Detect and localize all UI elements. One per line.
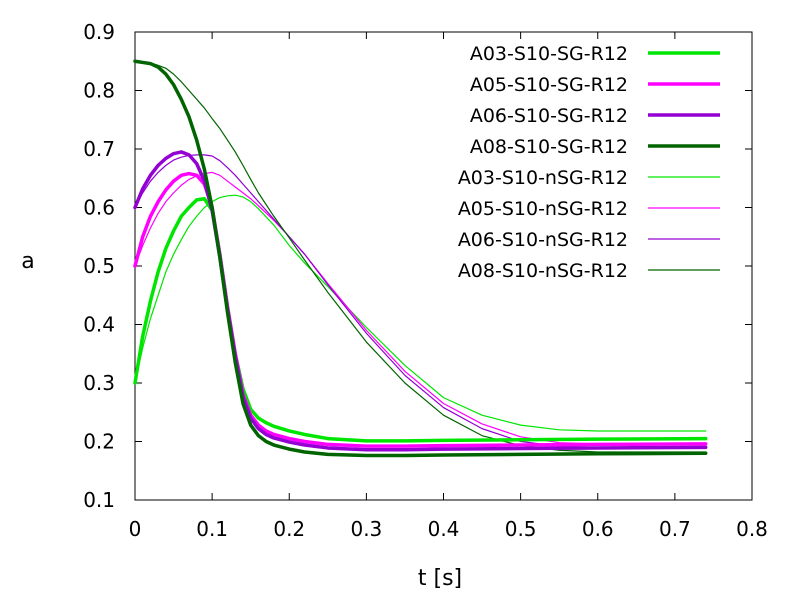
x-tick-label: 0.6 — [582, 517, 614, 541]
x-axis: 0 0.1 0.2 0.3 0.4 0.5 0.6 0.7 0.8 — [129, 32, 768, 541]
series-line-a05-s10-nsg-r12 — [134, 171, 707, 445]
x-tick-label: 0.1 — [196, 517, 228, 541]
series-layer — [133, 59, 708, 458]
y-tick-label: 0.2 — [83, 430, 115, 454]
x-tick-label: 0.7 — [659, 517, 691, 541]
y-tick-label: 0.7 — [83, 137, 115, 161]
legend-label: A03-S10-nSG-R12 — [458, 167, 628, 189]
x-tick-label: 0.2 — [273, 517, 305, 541]
plot-frame — [134, 31, 753, 501]
y-axis: 0.1 0.2 0.3 0.4 0.5 0.6 0.7 0.8 0.9 — [83, 20, 752, 512]
legend-label: A05-S10-SG-R12 — [470, 74, 628, 96]
y-tick-label: 0.6 — [83, 196, 115, 220]
y-tick-label: 0.9 — [83, 20, 115, 44]
legend-label: A06-S10-nSG-R12 — [458, 229, 628, 251]
series-line-a06-s10-nsg-r12 — [134, 154, 707, 448]
series-line-a03-s10-nsg-r12 — [134, 194, 707, 432]
x-tick-label: 0.3 — [350, 517, 382, 541]
legend-label: A03-S10-SG-R12 — [470, 43, 628, 65]
y-tick-label: 0.5 — [83, 254, 115, 278]
y-tick-label: 0.3 — [83, 371, 115, 395]
series-line-a08-s10-sg-r12 — [133, 59, 708, 458]
x-tick-label: 0.4 — [428, 517, 460, 541]
legend-label: A06-S10-SG-R12 — [470, 105, 628, 127]
x-tick-label: 0.8 — [736, 517, 768, 541]
y-axis-title: a — [21, 249, 34, 274]
y-tick-label: 0.8 — [83, 79, 115, 103]
x-axis-title: t [s] — [418, 566, 462, 591]
series-line-a08-s10-nsg-r12 — [134, 60, 707, 453]
y-tick-label: 0.4 — [83, 313, 115, 337]
plot-border — [134, 31, 753, 501]
legend: A03-S10-SG-R12 A05-S10-SG-R12 A06-S10-SG-R… — [458, 43, 720, 282]
y-tick-label: 0.1 — [83, 488, 115, 512]
legend-label: A05-S10-nSG-R12 — [458, 198, 628, 220]
legend-label: A08-S10-SG-R12 — [470, 136, 628, 158]
x-tick-label: 0 — [129, 517, 142, 541]
x-tick-label: 0.5 — [505, 517, 537, 541]
series-line-a06-s10-sg-r12 — [133, 150, 708, 452]
legend-label: A08-S10-nSG-R12 — [458, 260, 628, 282]
